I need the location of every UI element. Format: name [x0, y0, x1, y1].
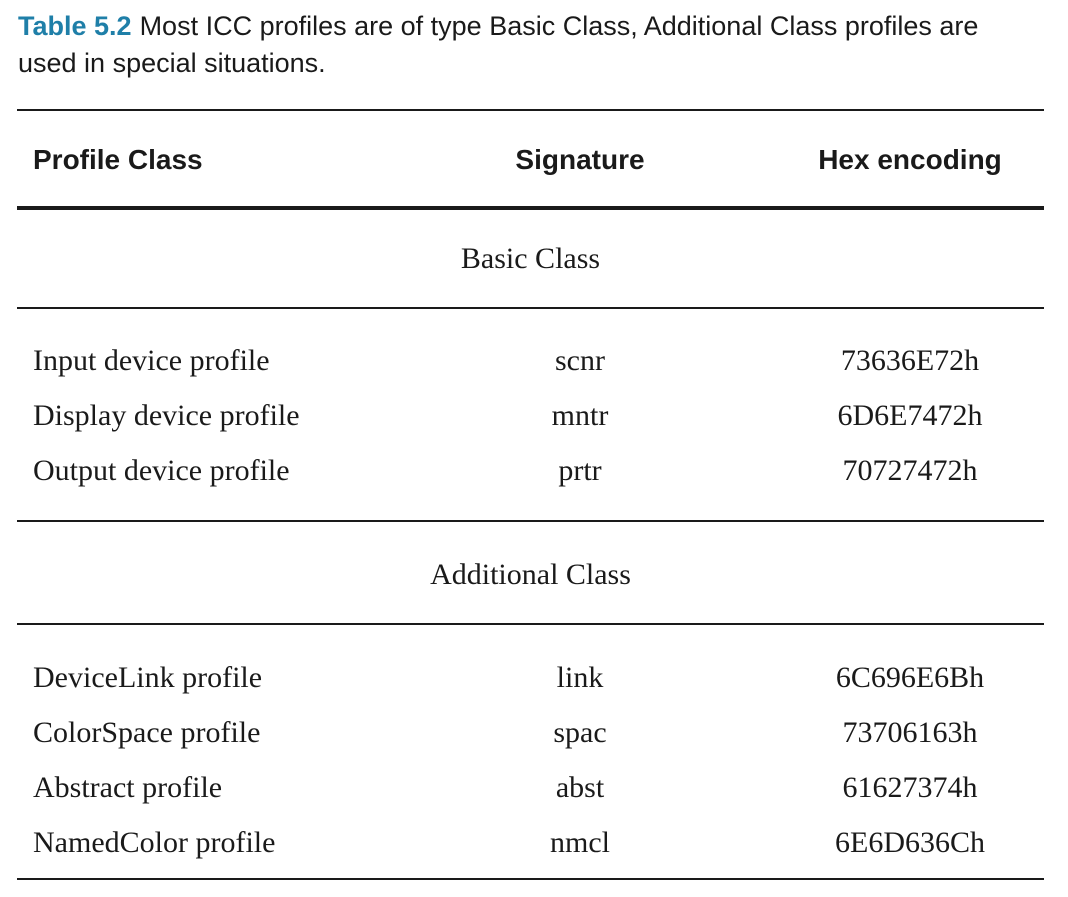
group-rule: [17, 623, 1044, 625]
row-name: ColorSpace profile: [33, 716, 261, 749]
row-hex: 6C696E6Bh: [835, 661, 985, 694]
header-rule: [17, 206, 1044, 210]
row-name: NamedColor profile: [33, 826, 276, 859]
row-signature: nmcl: [550, 826, 610, 859]
group-rule: [17, 307, 1044, 309]
header-profile-class: Profile Class: [33, 144, 203, 175]
row-signature: link: [556, 661, 604, 694]
row-hex: 61627374h: [842, 771, 978, 804]
bottom-rule: [17, 878, 1044, 880]
top-rule: [17, 109, 1044, 111]
row-signature: scnr: [555, 344, 605, 377]
header-signature: Signature: [515, 144, 645, 175]
row-signature: mntr: [551, 399, 609, 432]
group-rule: [17, 520, 1044, 522]
row-hex: 73636E72h: [840, 344, 980, 377]
row-hex: 73706163h: [842, 716, 978, 749]
row-name: Display device profile: [33, 399, 300, 432]
row-name: Abstract profile: [33, 771, 223, 804]
row-signature: prtr: [558, 454, 602, 487]
table-caption: Table 5.2 Most ICC profiles are of type B…: [18, 8, 1038, 82]
row-hex: 6D6E7472h: [837, 399, 983, 432]
header-hex-encoding: Hex encoding: [818, 144, 1002, 175]
row-hex: 70727472h: [842, 454, 978, 487]
group-title-basic: Basic Class: [460, 242, 601, 275]
caption-text: Most ICC profiles are of type Basic Clas…: [18, 11, 979, 78]
row-signature: spac: [553, 716, 607, 749]
group-title-additional: Additional Class: [430, 558, 631, 591]
row-name: DeviceLink profile: [33, 661, 263, 694]
row-signature: abst: [555, 771, 605, 804]
row-name: Input device profile: [33, 344, 270, 377]
row-name: Output device profile: [33, 454, 290, 487]
row-hex: 6E6D636Ch: [835, 826, 985, 859]
table-number: Table 5.2: [18, 11, 132, 41]
